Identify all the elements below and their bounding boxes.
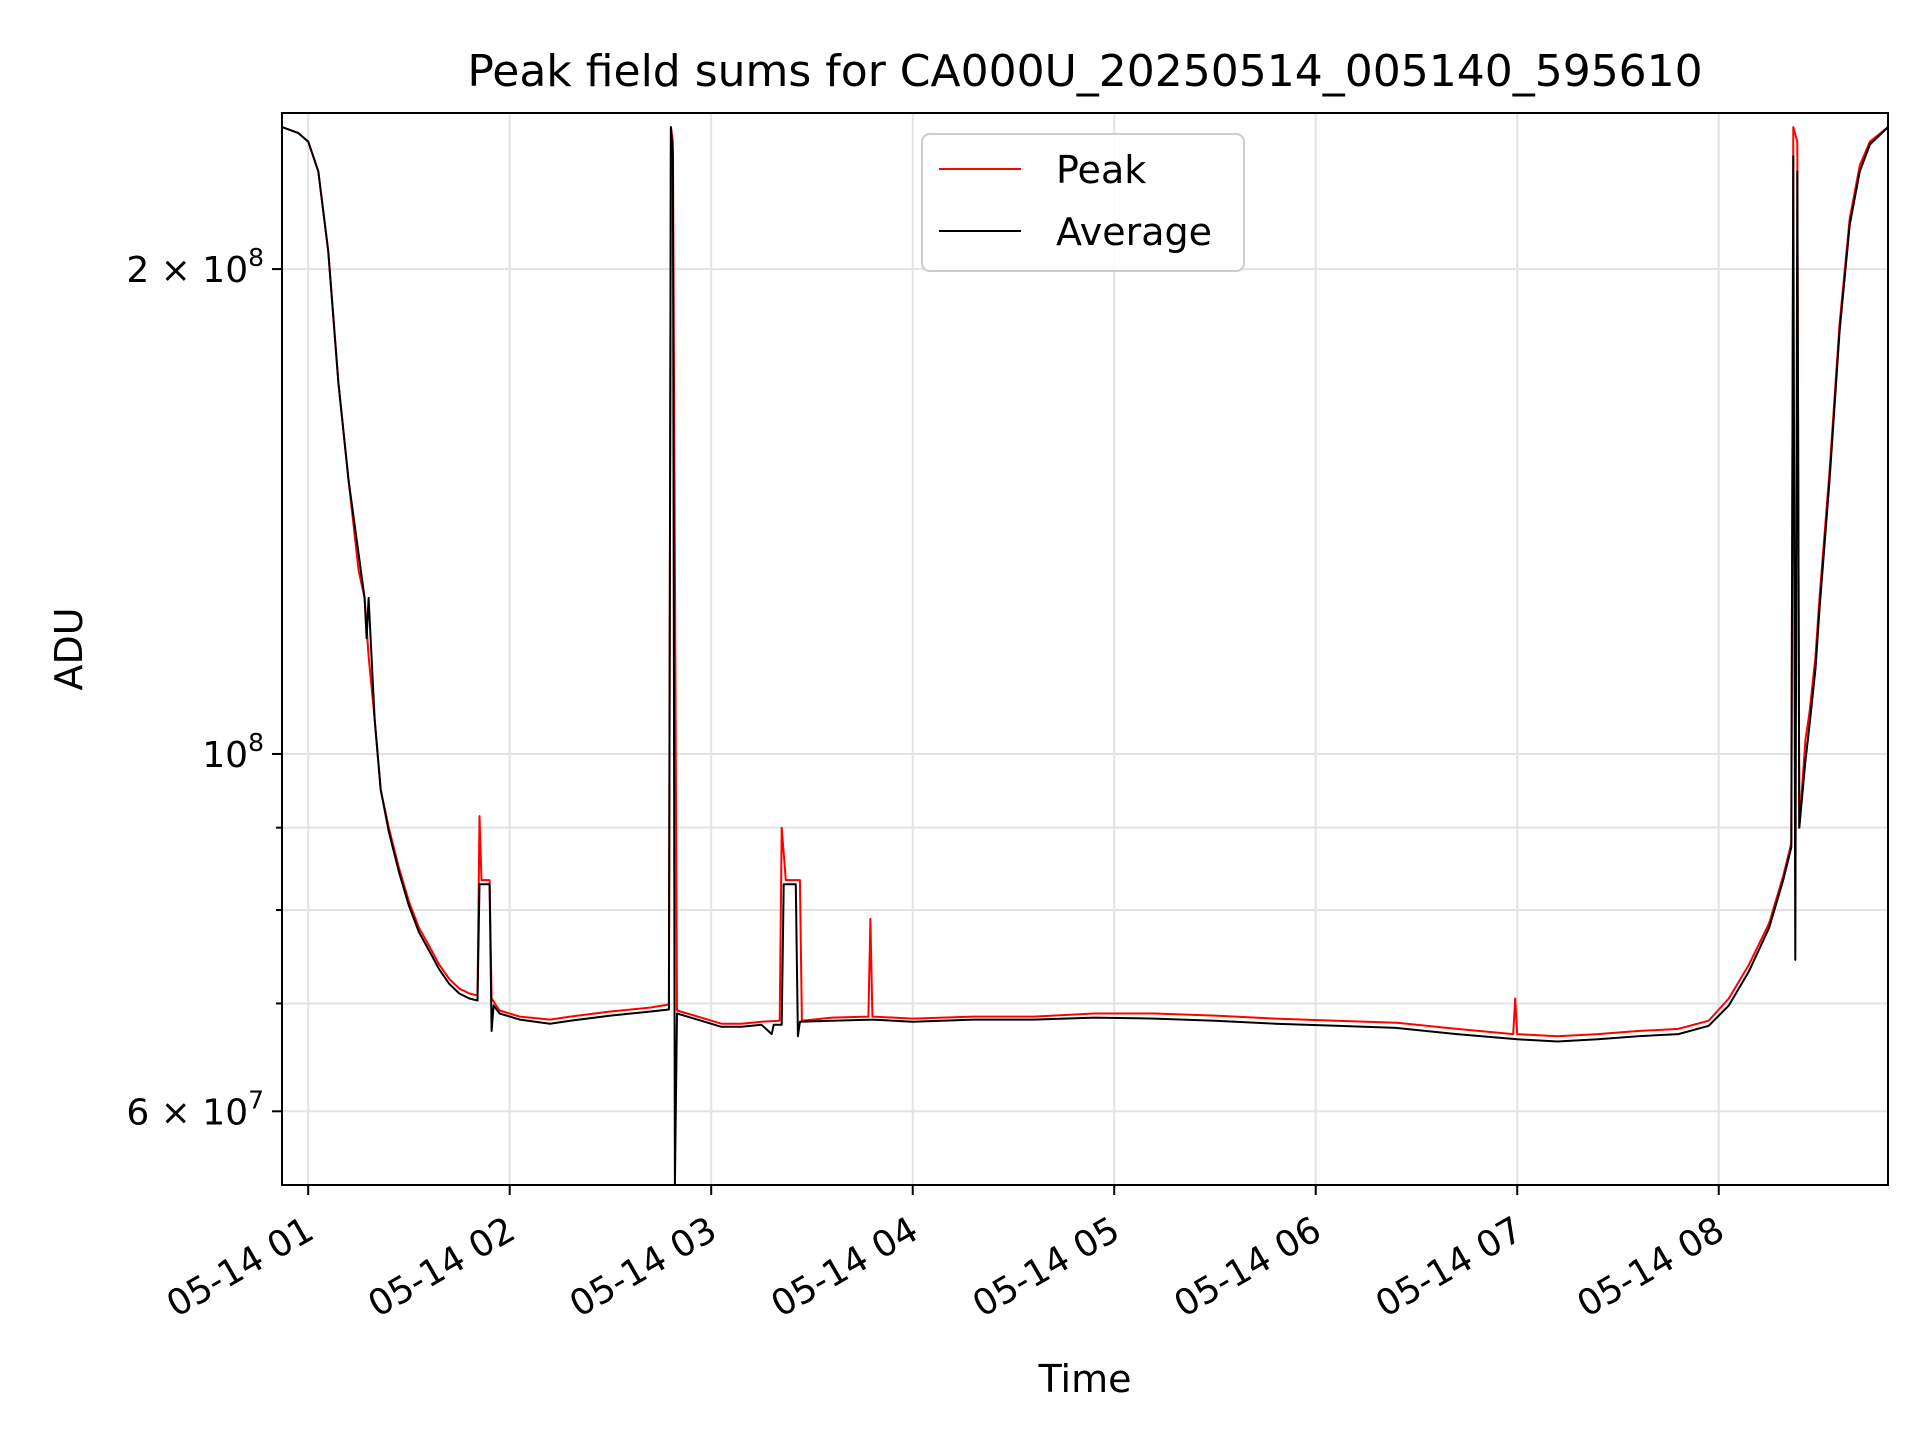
y-tick-mantissa: 2 × 10 [126, 250, 248, 291]
y-tick-label: 2 × 108 [126, 243, 264, 291]
series-line-average [281, 126, 1889, 1186]
y-tick-label: 6 × 107 [126, 1085, 264, 1133]
y-tick-exponent: 8 [248, 728, 264, 757]
chart-title: Peak field sums for CA000U_20250514_0051… [467, 46, 1702, 97]
y-tick-label: 108 [202, 728, 264, 776]
legend: Peak Average [921, 133, 1245, 272]
y-tick-base: 10 [202, 735, 248, 776]
series-line-peak [281, 126, 1889, 1038]
x-axis-label: Time [1038, 1357, 1132, 1401]
legend-label-average: Average [1056, 210, 1212, 254]
y-tick-exponent: 8 [248, 243, 264, 272]
y-axis-label: ADU [47, 607, 91, 690]
plot-frame [281, 112, 1889, 1186]
legend-label-peak: Peak [1056, 148, 1146, 192]
series-group [281, 126, 1889, 1186]
y-tick-exponent: 7 [248, 1085, 264, 1114]
y-tick-mantissa: 6 × 10 [126, 1092, 248, 1133]
